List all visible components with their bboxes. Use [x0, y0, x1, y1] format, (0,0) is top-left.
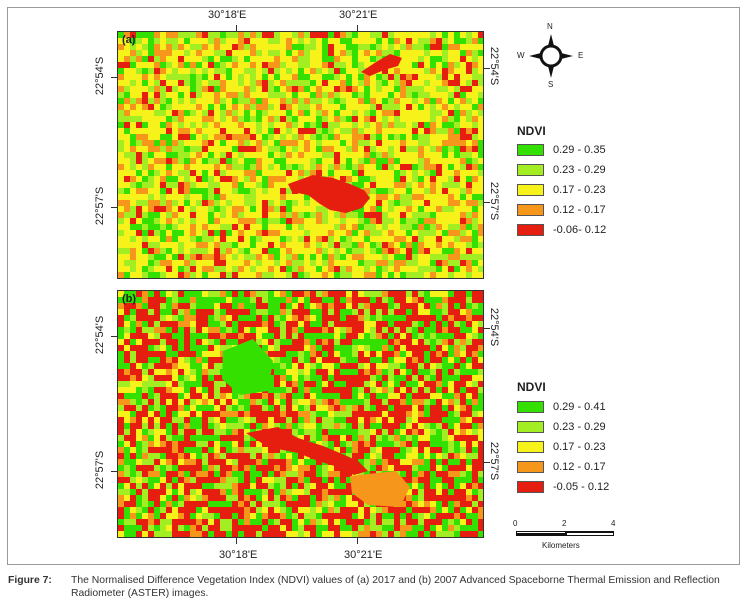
reservoir-area	[288, 175, 370, 213]
legend-label: -0.05 - 0.12	[553, 481, 610, 493]
scale-tick-4: 4	[611, 519, 616, 528]
legend-swatch	[517, 224, 544, 236]
legend-item: 0.29 - 0.35	[517, 144, 606, 156]
reservoir-area	[222, 339, 273, 395]
compass-rose-icon	[529, 34, 573, 78]
bottom-tick-mark	[357, 538, 358, 544]
scale-tick-0: 0	[513, 519, 518, 528]
figure-frame	[7, 7, 740, 565]
top-tick-30-18: 30°18'E	[208, 9, 247, 21]
reservoir-area	[350, 471, 410, 507]
right-tick-mark	[484, 328, 490, 329]
legend-item: 0.17 - 0.23	[517, 184, 606, 196]
right-tick-22-54-b: 22°54'S	[488, 307, 500, 347]
left-tick-mark	[111, 336, 117, 337]
legend-swatch	[517, 164, 544, 176]
top-tick-mark	[357, 25, 358, 31]
legend-label: 0.23 - 0.29	[553, 421, 606, 433]
legend-swatch	[517, 461, 544, 473]
legend-label: 0.23 - 0.29	[553, 164, 606, 176]
legend-swatch	[517, 421, 544, 433]
legend-swatch	[517, 441, 544, 453]
scale-unit: Kilometers	[542, 541, 580, 550]
top-tick-mark	[236, 25, 237, 31]
left-tick-22-57-b: 22°57'S	[94, 450, 106, 490]
bottom-tick-30-21: 30°21'E	[344, 549, 383, 561]
bottom-tick-30-18: 30°18'E	[219, 549, 258, 561]
left-tick-mark	[111, 471, 117, 472]
panel-label-b: (b)	[122, 293, 137, 305]
legend-swatch	[517, 401, 544, 413]
legend-swatch	[517, 144, 544, 156]
legend-label: 0.29 - 0.41	[553, 401, 606, 413]
legend-label: 0.29 - 0.35	[553, 144, 606, 156]
left-tick-mark	[111, 207, 117, 208]
legend-item: 0.23 - 0.29	[517, 164, 606, 176]
map-raster	[118, 291, 483, 537]
compass-e: E	[578, 51, 584, 60]
ndvi-map-2007	[118, 291, 483, 537]
reservoir-area	[361, 54, 402, 76]
top-tick-30-21: 30°21'E	[339, 9, 378, 21]
caption-text: The Normalised Difference Vegetation Ind…	[71, 575, 720, 586]
legend-item: 0.29 - 0.41	[517, 401, 606, 413]
legend-swatch	[517, 204, 544, 216]
left-tick-22-54-b: 22°54'S	[94, 315, 106, 355]
right-tick-mark	[484, 68, 490, 69]
legend-item: 0.17 - 0.23	[517, 441, 606, 453]
figure-number: Figure 7:	[8, 575, 52, 586]
legend-swatch	[517, 184, 544, 196]
left-tick-22-54-a: 22°54'S	[94, 56, 106, 96]
figure-caption: Figure 7: The Normalised Difference Veget…	[8, 574, 738, 600]
legend-item: -0.06- 0.12	[517, 224, 606, 236]
legend-label: 0.17 - 0.23	[553, 184, 606, 196]
right-tick-22-54-a: 22°54'S	[488, 46, 500, 86]
legend-b-title: NDVI	[517, 380, 546, 394]
compass-w: W	[517, 51, 525, 60]
caption-text-line2: Radiometer (ASTER) images.	[71, 588, 209, 599]
legend-item: 0.12 - 0.17	[517, 461, 606, 473]
legend-label: -0.06- 0.12	[553, 224, 607, 236]
panel-label-a: (a)	[122, 34, 136, 46]
scale-segment-fill	[516, 533, 566, 536]
left-tick-mark	[111, 77, 117, 78]
bottom-tick-mark	[236, 538, 237, 544]
right-tick-22-57-b: 22°57'S	[488, 441, 500, 481]
scale-tick-2: 2	[562, 519, 567, 528]
legend-label: 0.17 - 0.23	[553, 441, 606, 453]
map-raster	[118, 32, 483, 278]
legend-a-title: NDVI	[517, 124, 546, 138]
legend-label: 0.12 - 0.17	[553, 204, 606, 216]
legend-label: 0.12 - 0.17	[553, 461, 606, 473]
compass-n: N	[547, 22, 553, 31]
map-panel-b: (b)	[117, 290, 484, 538]
scale-bar: 0 2 4 Kilometers	[513, 519, 623, 559]
right-tick-mark	[484, 462, 490, 463]
legend-item: 0.23 - 0.29	[517, 421, 606, 433]
legend-swatch	[517, 481, 544, 493]
reservoir-area	[246, 427, 368, 475]
left-tick-22-57-a: 22°57'S	[94, 186, 106, 226]
right-tick-22-57-a: 22°57'S	[488, 181, 500, 221]
scale-segment-fill	[566, 531, 614, 533]
north-arrow: N S W E	[517, 22, 583, 89]
compass-s: S	[548, 80, 554, 89]
legend-item: -0.05 - 0.12	[517, 481, 609, 493]
map-panel-a: (a)	[117, 31, 484, 279]
right-tick-mark	[484, 202, 490, 203]
ndvi-map-2017	[118, 32, 483, 278]
legend-item: 0.12 - 0.17	[517, 204, 606, 216]
